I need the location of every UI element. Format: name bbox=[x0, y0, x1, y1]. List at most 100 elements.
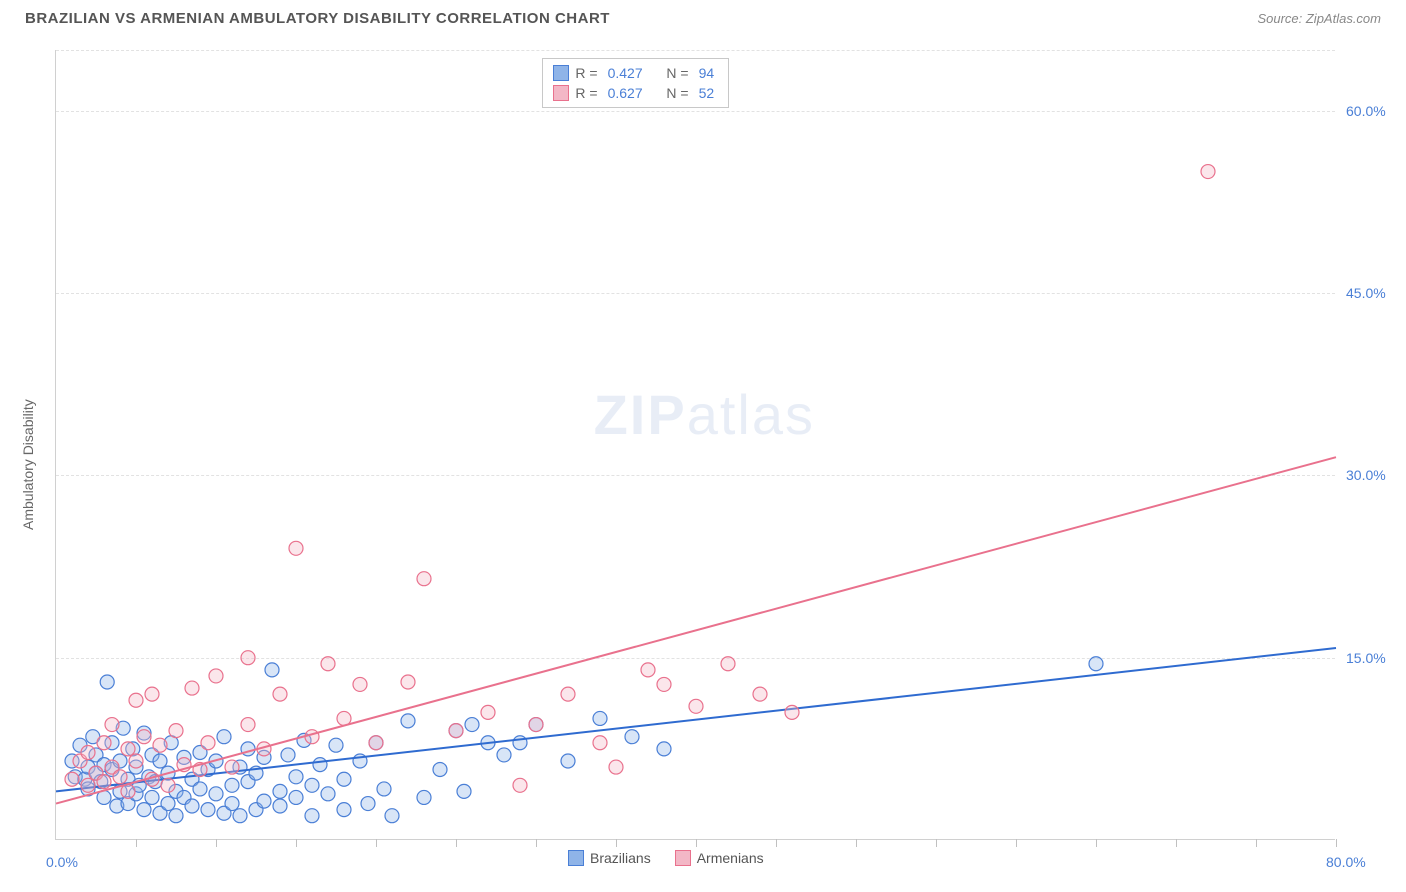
data-point bbox=[561, 687, 575, 701]
y-tick-label: 45.0% bbox=[1346, 285, 1386, 301]
data-point bbox=[361, 797, 375, 811]
data-point bbox=[100, 675, 114, 689]
x-tick bbox=[696, 839, 697, 847]
legend-stat-row: R = 0.427 N = 94 bbox=[553, 63, 718, 83]
data-point bbox=[753, 687, 767, 701]
data-point bbox=[721, 657, 735, 671]
data-point bbox=[105, 718, 119, 732]
data-point bbox=[593, 711, 607, 725]
x-tick bbox=[616, 839, 617, 847]
data-point bbox=[161, 797, 175, 811]
chart-title: BRAZILIAN VS ARMENIAN AMBULATORY DISABIL… bbox=[25, 10, 610, 27]
data-point bbox=[201, 803, 215, 817]
data-point bbox=[481, 705, 495, 719]
x-tick bbox=[856, 839, 857, 847]
n-value: 52 bbox=[699, 85, 715, 101]
y-axis-label: Ambulatory Disability bbox=[20, 399, 36, 530]
data-point bbox=[225, 778, 239, 792]
data-point bbox=[121, 742, 135, 756]
data-point bbox=[241, 718, 255, 732]
data-point bbox=[401, 714, 415, 728]
data-point bbox=[609, 760, 623, 774]
data-point bbox=[209, 787, 223, 801]
data-point bbox=[233, 809, 247, 823]
data-point bbox=[153, 738, 167, 752]
data-point bbox=[305, 809, 319, 823]
data-point bbox=[289, 770, 303, 784]
data-point bbox=[457, 784, 471, 798]
x-tick bbox=[456, 839, 457, 847]
data-point bbox=[657, 742, 671, 756]
y-tick-label: 15.0% bbox=[1346, 650, 1386, 666]
data-point bbox=[217, 730, 231, 744]
legend-item: Brazilians bbox=[568, 850, 651, 866]
n-label: N = bbox=[666, 65, 688, 81]
data-point bbox=[81, 745, 95, 759]
data-point bbox=[129, 754, 143, 768]
data-point bbox=[689, 699, 703, 713]
data-point bbox=[137, 730, 151, 744]
data-point bbox=[289, 790, 303, 804]
data-point bbox=[329, 738, 343, 752]
data-point bbox=[1089, 657, 1103, 671]
data-point bbox=[161, 778, 175, 792]
y-tick-label: 60.0% bbox=[1346, 103, 1386, 119]
legend-swatch bbox=[568, 850, 584, 866]
legend-label: Armenians bbox=[697, 850, 764, 866]
data-point bbox=[561, 754, 575, 768]
data-point bbox=[97, 775, 111, 789]
data-point bbox=[209, 669, 223, 683]
data-point bbox=[377, 782, 391, 796]
data-point bbox=[153, 754, 167, 768]
bottom-legend: Brazilians Armenians bbox=[568, 850, 764, 866]
data-point bbox=[369, 736, 383, 750]
legend-swatch bbox=[553, 85, 569, 101]
y-tick-label: 30.0% bbox=[1346, 467, 1386, 483]
data-point bbox=[305, 778, 319, 792]
data-point bbox=[169, 724, 183, 738]
data-point bbox=[321, 787, 335, 801]
x-tick bbox=[936, 839, 937, 847]
data-point bbox=[273, 799, 287, 813]
data-point bbox=[529, 718, 543, 732]
x-tick bbox=[376, 839, 377, 847]
data-point bbox=[257, 794, 271, 808]
x-tick bbox=[536, 839, 537, 847]
data-point bbox=[185, 799, 199, 813]
data-point bbox=[273, 784, 287, 798]
r-value: 0.427 bbox=[608, 65, 643, 81]
data-point bbox=[65, 772, 79, 786]
data-point bbox=[625, 730, 639, 744]
data-point bbox=[145, 687, 159, 701]
x-tick bbox=[1096, 839, 1097, 847]
data-point bbox=[225, 760, 239, 774]
plot-area: 15.0%30.0%45.0%60.0%0.0%80.0%ZIPatlasR =… bbox=[55, 50, 1335, 840]
x-tick bbox=[1016, 839, 1017, 847]
data-point bbox=[265, 663, 279, 677]
data-point bbox=[241, 651, 255, 665]
data-point bbox=[81, 778, 95, 792]
data-point bbox=[289, 541, 303, 555]
data-point bbox=[417, 572, 431, 586]
data-point bbox=[385, 809, 399, 823]
x-tick bbox=[296, 839, 297, 847]
x-tick bbox=[1336, 839, 1337, 847]
x-tick bbox=[216, 839, 217, 847]
legend-item: Armenians bbox=[675, 850, 764, 866]
data-point bbox=[593, 736, 607, 750]
data-point bbox=[449, 724, 463, 738]
data-point bbox=[513, 778, 527, 792]
legend-stats-box: R = 0.427 N = 94R = 0.627 N = 52 bbox=[542, 58, 729, 108]
legend-label: Brazilians bbox=[590, 850, 651, 866]
x-max-label: 80.0% bbox=[1326, 854, 1366, 870]
data-point bbox=[97, 736, 111, 750]
legend-stat-row: R = 0.627 N = 52 bbox=[553, 83, 718, 103]
n-label: N = bbox=[666, 85, 688, 101]
data-point bbox=[641, 663, 655, 677]
x-tick bbox=[136, 839, 137, 847]
trend-line bbox=[56, 457, 1336, 803]
r-value: 0.627 bbox=[608, 85, 643, 101]
data-point bbox=[145, 790, 159, 804]
r-label: R = bbox=[575, 65, 597, 81]
data-point bbox=[337, 772, 351, 786]
